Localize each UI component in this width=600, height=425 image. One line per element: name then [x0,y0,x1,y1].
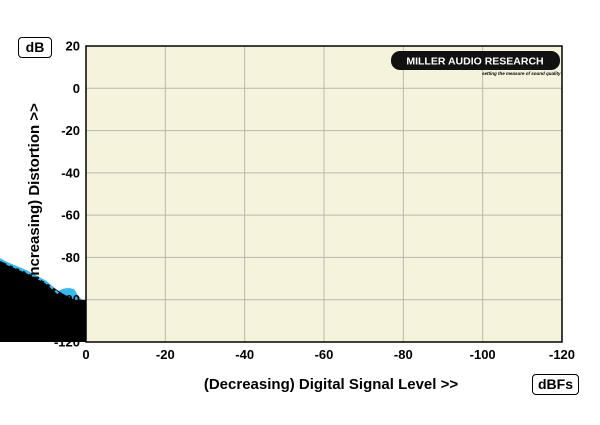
x-tick-label: -120 [549,347,575,362]
x-tick-label: -20 [156,347,175,362]
logo-text: MILLER AUDIO RESEARCH [406,56,543,68]
series-areas [0,258,86,342]
x-tick-labels: 0 -20 -40 -60 -80 -100 -120 [82,347,575,362]
logo: MILLER AUDIO RESEARCH setting the measur… [391,51,561,76]
logo-banner [391,51,560,70]
dashed-trace [6,262,59,295]
x-tick-label: -40 [235,347,254,362]
y-tick-label: -120 [54,335,80,350]
y-tick-label: -100 [54,292,80,307]
grid [86,46,562,342]
logo-tagline: setting the measure of sound quality [482,71,561,76]
x-tick-label: -60 [315,347,334,362]
y-tick-label: -60 [61,208,80,223]
y-unit-label: dB [18,37,52,58]
y-axis-title: (Increasing) Distortion >> [26,103,43,285]
x-axis-title: (Decreasing) Digital Signal Level >> [204,376,458,393]
y-tick-label: 0 [73,81,80,96]
plot-frame [85,45,563,343]
x-unit-label: dBFs [532,374,579,395]
dashed-line-low [6,262,59,295]
x-tick-label: -80 [394,347,413,362]
y-tick-label: -80 [61,250,80,265]
y-tick-label: -40 [61,165,80,180]
y-tick-label: 20 [66,39,80,54]
y-tick-labels: 20 0 -20 -40 -60 -80 -100 -120 [54,39,80,350]
series-area-black [0,260,86,342]
x-tick-label: 0 [82,347,89,362]
x-tick-label: -100 [470,347,496,362]
y-tick-label: -20 [61,123,80,138]
